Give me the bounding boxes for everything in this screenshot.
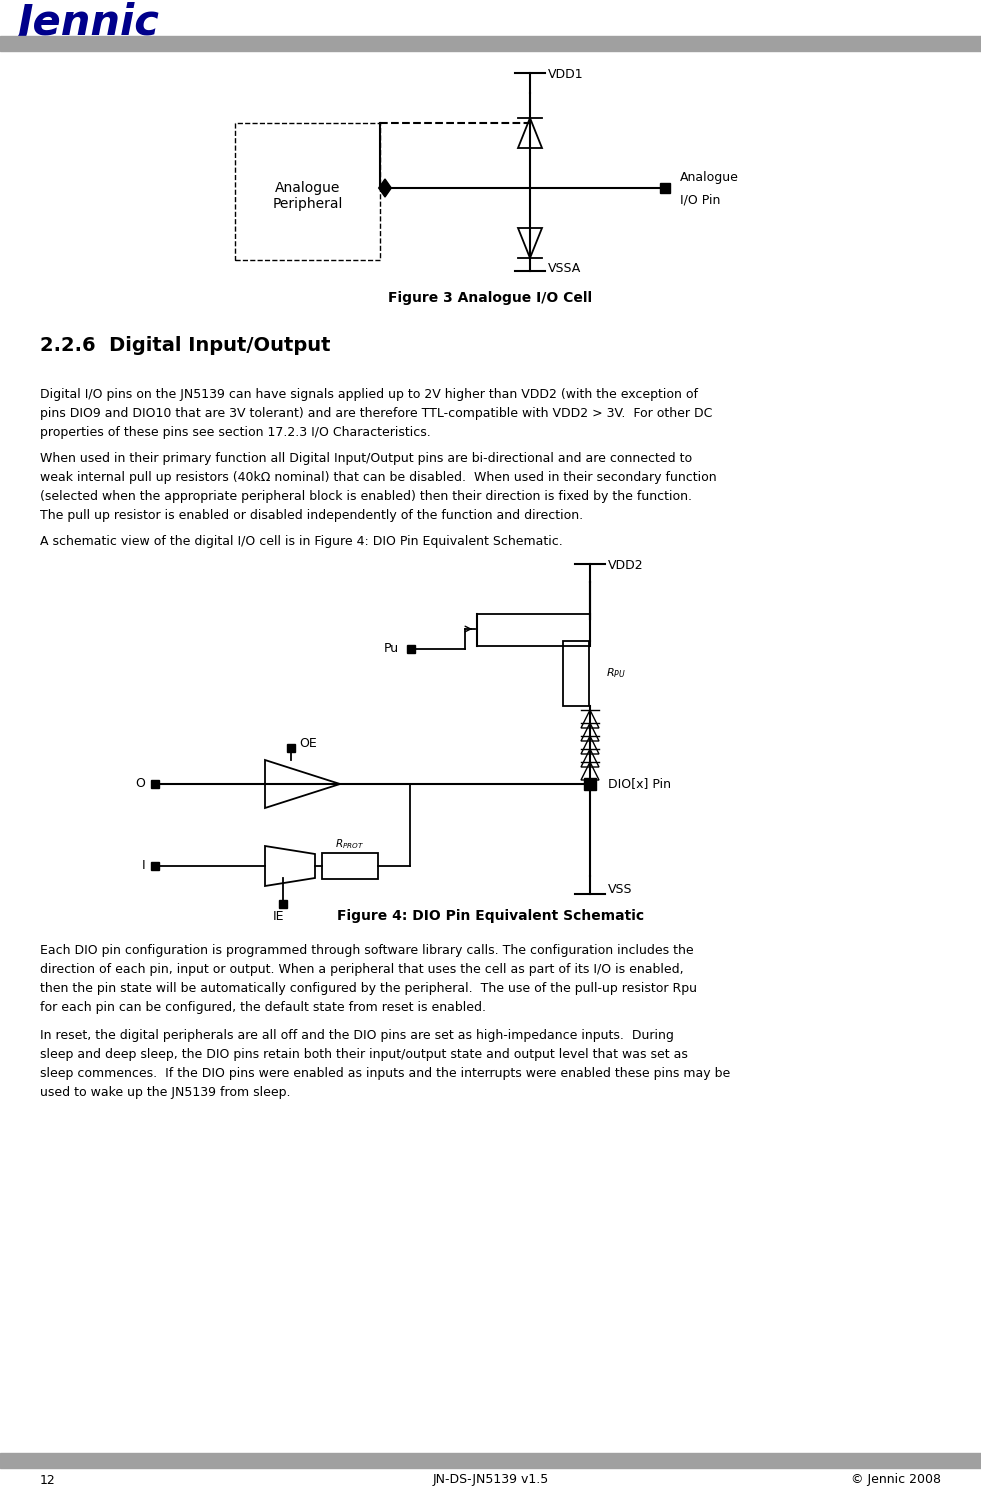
Text: pins DIO9 and DIO10 that are 3V tolerant) and are therefore TTL-compatible with : pins DIO9 and DIO10 that are 3V tolerant… <box>40 407 712 419</box>
Text: I: I <box>141 860 145 872</box>
Text: direction of each pin, input or output. When a peripheral that uses the cell as : direction of each pin, input or output. … <box>40 963 684 977</box>
Text: sleep and deep sleep, the DIO pins retain both their input/output state and outp: sleep and deep sleep, the DIO pins retai… <box>40 1049 688 1061</box>
Text: VDD1: VDD1 <box>548 69 584 81</box>
Text: then the pin state will be automatically configured by the peripheral.  The use : then the pin state will be automatically… <box>40 983 697 995</box>
Text: When used in their primary function all Digital Input/Output pins are bi-directi: When used in their primary function all … <box>40 452 693 464</box>
Bar <box>0 1453 981 1468</box>
Text: Analogue: Analogue <box>680 171 739 184</box>
Text: Figure 4: DIO Pin Equivalent Schematic: Figure 4: DIO Pin Equivalent Schematic <box>336 909 645 923</box>
Text: I/O Pin: I/O Pin <box>680 193 720 207</box>
Bar <box>563 641 589 706</box>
Text: Jennic: Jennic <box>18 1 160 43</box>
Text: sleep commences.  If the DIO pins were enabled as inputs and the interrupts were: sleep commences. If the DIO pins were en… <box>40 1067 730 1080</box>
Text: VSS: VSS <box>608 884 633 896</box>
Bar <box>235 123 380 261</box>
Text: 2.2.6  Digital Input/Output: 2.2.6 Digital Input/Output <box>40 336 331 355</box>
Text: © Jennic 2008: © Jennic 2008 <box>851 1474 941 1486</box>
Text: DIO[x] Pin: DIO[x] Pin <box>608 777 671 791</box>
Text: 12: 12 <box>40 1474 56 1486</box>
Text: JN-DS-JN5139 v1.5: JN-DS-JN5139 v1.5 <box>433 1474 548 1486</box>
Text: Pu: Pu <box>384 643 399 656</box>
Bar <box>322 852 378 879</box>
Text: IE: IE <box>273 911 284 923</box>
Text: VDD2: VDD2 <box>608 559 644 572</box>
Text: properties of these pins see section 17.2.3 I/O Characteristics.: properties of these pins see section 17.… <box>40 425 431 439</box>
Text: (selected when the appropriate peripheral block is enabled) then their direction: (selected when the appropriate periphera… <box>40 490 692 503</box>
Polygon shape <box>379 178 391 198</box>
Text: Each DIO pin configuration is programmed through software library calls. The con: Each DIO pin configuration is programmed… <box>40 944 694 957</box>
Text: In reset, the digital peripherals are all off and the DIO pins are set as high-i: In reset, the digital peripherals are al… <box>40 1029 674 1043</box>
Text: for each pin can be configured, the default state from reset is enabled.: for each pin can be configured, the defa… <box>40 1001 486 1014</box>
Bar <box>660 183 670 193</box>
Text: $R_{PROT}$: $R_{PROT}$ <box>336 837 365 851</box>
Text: weak internal pull up resistors (40kΩ nominal) that can be disabled.  When used : weak internal pull up resistors (40kΩ no… <box>40 470 717 484</box>
Text: used to wake up the JN5139 from sleep.: used to wake up the JN5139 from sleep. <box>40 1086 290 1100</box>
Text: $R_{PU}$: $R_{PU}$ <box>606 667 626 680</box>
Text: The pull up resistor is enabled or disabled independently of the function and di: The pull up resistor is enabled or disab… <box>40 509 583 521</box>
Bar <box>584 777 596 789</box>
Text: A schematic view of the digital I/O cell is in Figure 4: DIO Pin Equivalent Sche: A schematic view of the digital I/O cell… <box>40 535 563 548</box>
Text: VSSA: VSSA <box>548 262 582 274</box>
Text: Figure 3 Analogue I/O Cell: Figure 3 Analogue I/O Cell <box>388 291 593 306</box>
Text: OE: OE <box>299 737 317 750</box>
Bar <box>0 36 981 51</box>
Text: O: O <box>135 777 145 791</box>
Text: Digital I/O pins on the JN5139 can have signals applied up to 2V higher than VDD: Digital I/O pins on the JN5139 can have … <box>40 388 698 401</box>
Text: Analogue
Peripheral: Analogue Peripheral <box>272 181 342 211</box>
